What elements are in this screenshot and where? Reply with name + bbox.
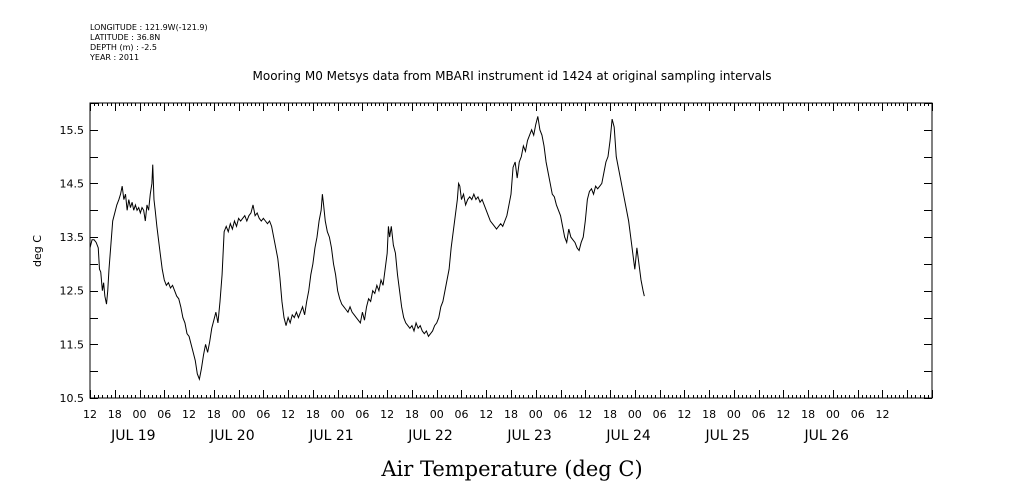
x-tick-label: 06 xyxy=(157,408,171,421)
x-tick-label: 18 xyxy=(603,408,617,421)
x-tick-labels: 12 18 00 06 12 18 00 06 12 18 00 06 12 18 00 06 12 18 00 06… xyxy=(83,408,889,421)
x-tick-label: 12 xyxy=(479,408,493,421)
day-label: JUL 21 xyxy=(308,428,353,444)
x-tick-label: 06 xyxy=(653,408,667,421)
x-tick-label: 00 xyxy=(232,408,246,421)
x-tick-label: 00 xyxy=(628,408,642,421)
y-tick-labels: 10.5 11.5 12.5 13.5 14.5 15.5 xyxy=(60,124,85,405)
y-tick-label: 14.5 xyxy=(60,177,85,190)
chart-title: Mooring M0 Metsys data from MBARI instru… xyxy=(253,69,772,83)
x-tick-label: 18 xyxy=(504,408,518,421)
x-tick-label: 00 xyxy=(331,408,345,421)
x-axis-label: Air Temperature (deg C) xyxy=(380,457,642,481)
meta-year: YEAR : 2011 xyxy=(89,53,139,62)
metadata-block: LONGITUDE : 121.9W(-121.9) LATITUDE : 36… xyxy=(89,23,208,62)
day-label: JUL 19 xyxy=(110,428,155,444)
x-tick-label: 12 xyxy=(380,408,394,421)
x-tick-label: 00 xyxy=(430,408,444,421)
axis-ticks xyxy=(90,103,933,399)
x-tick-label: 18 xyxy=(405,408,419,421)
x-tick-label: 18 xyxy=(108,408,122,421)
meta-depth: DEPTH (m) : -2.5 xyxy=(90,43,157,52)
x-tick-label: 18 xyxy=(801,408,815,421)
day-label: JUL 24 xyxy=(605,428,651,444)
x-tick-label: 18 xyxy=(207,408,221,421)
x-tick-label: 12 xyxy=(182,408,196,421)
x-tick-label: 00 xyxy=(826,408,840,421)
day-label: JUL 26 xyxy=(804,428,850,444)
x-tick-label: 06 xyxy=(554,408,568,421)
x-tick-label: 12 xyxy=(875,408,889,421)
day-label: JUL 20 xyxy=(209,428,254,444)
x-tick-label: 12 xyxy=(776,408,790,421)
y-axis-label: deg C xyxy=(31,235,44,267)
x-tick-label: 00 xyxy=(727,408,741,421)
x-tick-label: 06 xyxy=(752,408,766,421)
x-tick-label: 12 xyxy=(83,408,97,421)
y-tick-label: 13.5 xyxy=(60,231,85,244)
y-tick-label: 15.5 xyxy=(60,124,85,137)
series-line xyxy=(89,116,645,382)
y-tick-label: 11.5 xyxy=(60,338,85,351)
plot-frame xyxy=(89,102,933,399)
x-tick-label: 18 xyxy=(702,408,716,421)
x-tick-label: 06 xyxy=(454,408,468,421)
y-tick-label: 12.5 xyxy=(60,285,85,298)
x-tick-label: 18 xyxy=(306,408,320,421)
day-label: JUL 25 xyxy=(704,428,749,444)
meta-latitude: LATITUDE : 36.8N xyxy=(90,33,160,42)
day-label: JUL 23 xyxy=(506,428,551,444)
day-labels: JUL 19 JUL 20 JUL 21 JUL 22 JUL 23 JUL 24 JUL … xyxy=(110,428,849,444)
meta-longitude: LONGITUDE : 121.9W(-121.9) xyxy=(90,23,208,32)
x-tick-label: 12 xyxy=(578,408,592,421)
x-tick-label: 00 xyxy=(529,408,543,421)
x-tick-label: 12 xyxy=(281,408,295,421)
x-tick-label: 06 xyxy=(851,408,865,421)
x-tick-label: 12 xyxy=(677,408,691,421)
x-tick-label: 06 xyxy=(256,408,270,421)
x-tick-label: 06 xyxy=(355,408,369,421)
x-tick-label: 00 xyxy=(133,408,147,421)
y-tick-label: 10.5 xyxy=(60,392,85,405)
day-label: JUL 22 xyxy=(407,428,452,444)
